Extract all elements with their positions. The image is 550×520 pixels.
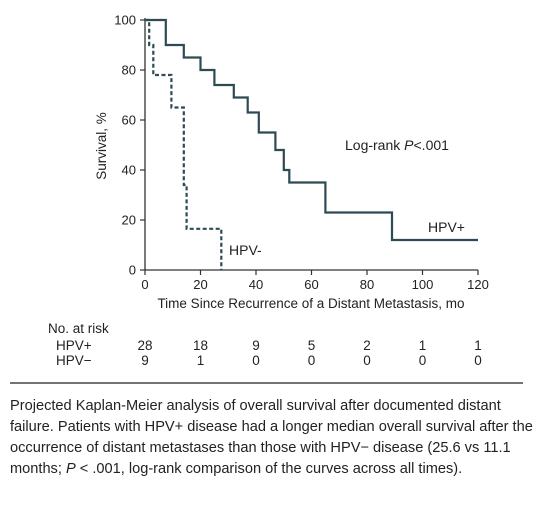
risk-row-label: HPV+ [56, 338, 92, 353]
caption-text-2: < .001, log-rank comparison of the curve… [75, 461, 463, 477]
caption-text-1: Projected Kaplan-Meier analysis of overa… [10, 398, 533, 477]
series-label-hpv-neg: HPV- [229, 242, 262, 258]
risk-cell: 28 [137, 338, 152, 353]
x-tick-label: 20 [193, 277, 207, 292]
logrank-value: <.001 [414, 137, 450, 153]
risk-cell: 1 [474, 338, 482, 353]
risk-cell: 1 [197, 353, 205, 368]
x-ticks: 0 20 40 60 80 100 120 [141, 270, 489, 292]
y-tick-label: 20 [122, 213, 136, 228]
curve-hpv-positive [145, 18, 478, 242]
y-tick-label: 40 [122, 163, 136, 178]
y-tick-label: 0 [129, 263, 136, 278]
risk-cell: 1 [419, 338, 427, 353]
risk-cell: 0 [308, 353, 316, 368]
x-axis-label: Time Since Recurrence of a Distant Metas… [157, 296, 464, 311]
y-tick-label: 60 [122, 113, 136, 128]
survival-curves [145, 18, 478, 270]
risk-cell: 0 [252, 353, 260, 368]
logrank-p: P [404, 137, 414, 153]
risk-table-title: No. at risk [48, 321, 109, 336]
risk-cell: 2 [363, 338, 371, 353]
y-tick-label: 80 [122, 63, 136, 78]
risk-cell: 5 [308, 338, 316, 353]
x-tick-label: 100 [412, 277, 434, 292]
risk-cell: 0 [474, 353, 482, 368]
caption-p: P [65, 461, 76, 477]
x-tick-label: 120 [467, 277, 489, 292]
x-tick-label: 40 [249, 277, 263, 292]
risk-cell: 0 [363, 353, 371, 368]
risk-cell: 9 [252, 338, 260, 353]
risk-cell: 9 [141, 353, 149, 368]
y-ticks: 0 20 40 60 80 100 [114, 13, 145, 278]
risk-cell: 18 [193, 338, 208, 353]
series-label-hpv-pos: HPV+ [428, 219, 465, 235]
logrank-prefix: Log-rank [345, 137, 404, 153]
y-tick-label: 100 [114, 13, 136, 28]
curve-hpv-negative [145, 18, 223, 270]
y-axis-label: Survival, % [94, 112, 109, 180]
x-tick-label: 60 [304, 277, 318, 292]
figure-caption: Projected Kaplan-Meier analysis of overa… [10, 396, 538, 480]
x-tick-label: 80 [360, 277, 374, 292]
logrank-annotation: Log-rank P<.001 [345, 137, 449, 153]
x-tick-label: 0 [141, 277, 148, 292]
risk-row-label: HPV− [56, 353, 92, 368]
risk-cell: 0 [419, 353, 427, 368]
